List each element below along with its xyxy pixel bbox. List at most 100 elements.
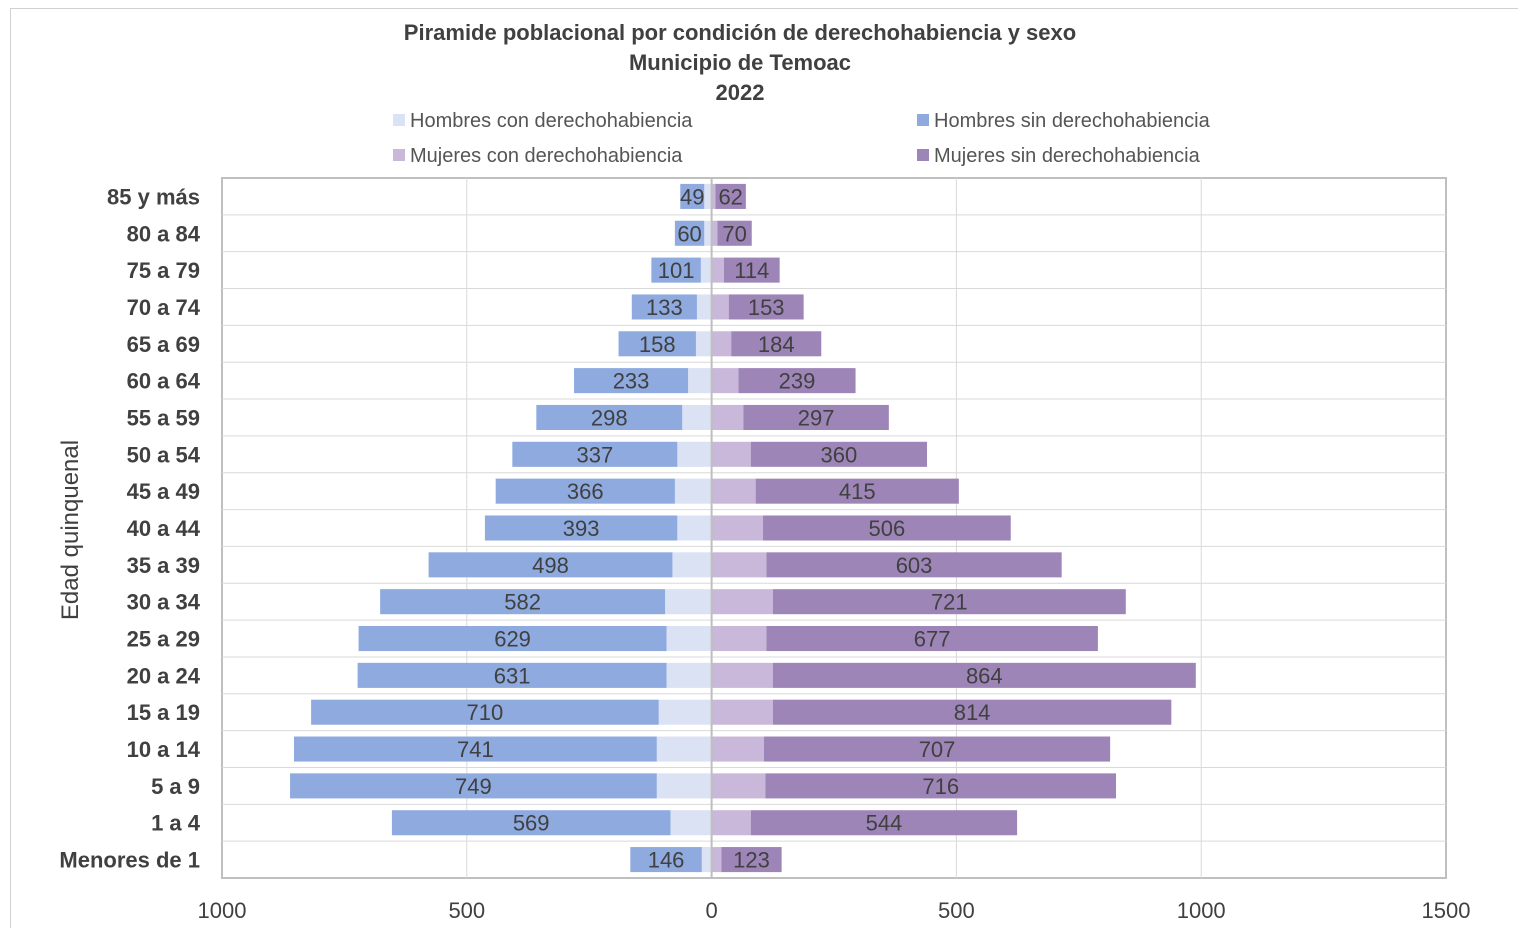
bar-hombres-sin bbox=[290, 773, 657, 799]
bar-hombres-sin bbox=[574, 368, 689, 394]
data-label-hombres-sin: 298 bbox=[591, 405, 628, 430]
data-label-mujeres-sin: 603 bbox=[896, 553, 933, 578]
legend-swatch bbox=[917, 149, 929, 161]
bar-hombres-sin bbox=[358, 626, 667, 652]
chart-legend: Hombres con derechohabiencia Hombres sin … bbox=[393, 110, 1211, 167]
bar-mujeres-sin bbox=[765, 773, 1117, 799]
bar-hombres-con bbox=[704, 220, 712, 246]
bar-mujeres-sin bbox=[772, 699, 1172, 725]
bar-mujeres-sin bbox=[763, 515, 1011, 541]
bar-mujeres-sin bbox=[738, 368, 856, 394]
data-label-hombres-sin: 631 bbox=[494, 663, 531, 688]
category-label: 75 a 79 bbox=[127, 258, 200, 283]
bar-hombres-con bbox=[674, 478, 712, 504]
bar-mujeres-sin bbox=[766, 552, 1062, 578]
bar-hombres-con bbox=[688, 368, 712, 394]
bar-hombres-con bbox=[696, 294, 712, 320]
bar-mujeres-con bbox=[711, 294, 729, 320]
plot-area: 49 62 85 y más 60 70 80 a 84 101 114 75 a 79 133 1… bbox=[59, 177, 1470, 923]
bar-mujeres-con bbox=[711, 773, 766, 799]
bar-mujeres-sin bbox=[723, 257, 780, 283]
category-label: 15 a 19 bbox=[127, 700, 200, 725]
data-label-mujeres-sin: 114 bbox=[734, 258, 769, 283]
bar-mujeres-sin bbox=[772, 589, 1126, 615]
bar-hombres-sin bbox=[512, 441, 678, 467]
data-label-mujeres-sin: 415 bbox=[839, 479, 876, 504]
category-label: 20 a 24 bbox=[127, 663, 201, 688]
bar-mujeres-con bbox=[711, 626, 767, 652]
bar-mujeres-sin bbox=[750, 441, 928, 467]
chart-title: Piramide poblacional por condición de de… bbox=[404, 20, 1076, 105]
data-label-mujeres-sin: 239 bbox=[779, 369, 816, 394]
bar-hombres-con bbox=[656, 736, 712, 762]
bar-hombres-sin bbox=[536, 404, 683, 430]
bar-hombres-con bbox=[700, 257, 712, 283]
bar-hombres-con bbox=[666, 626, 712, 652]
bar-hombres-sin bbox=[293, 736, 657, 762]
data-label-hombres-sin: 393 bbox=[563, 516, 600, 541]
bar-hombres-con bbox=[665, 589, 712, 615]
bar-hombres-sin bbox=[674, 220, 705, 246]
bar-hombres-sin bbox=[680, 183, 705, 209]
category-label: 10 a 14 bbox=[127, 737, 201, 762]
bar-mujeres-con bbox=[711, 368, 739, 394]
category-label: 1 a 4 bbox=[151, 811, 201, 836]
data-label-hombres-sin: 133 bbox=[646, 295, 683, 320]
bar-mujeres-sin bbox=[728, 294, 804, 320]
category-label: 55 a 59 bbox=[127, 405, 200, 430]
bar-mujeres-sin bbox=[743, 404, 889, 430]
bar-hombres-sin bbox=[380, 589, 666, 615]
bar-hombres-sin bbox=[618, 331, 696, 357]
bar-mujeres-con bbox=[711, 478, 756, 504]
bar-hombres-sin bbox=[495, 478, 675, 504]
bar-hombres-con bbox=[682, 404, 712, 430]
bar-hombres-sin bbox=[484, 515, 678, 541]
bar-mujeres-con bbox=[711, 662, 773, 688]
data-label-mujeres-sin: 506 bbox=[869, 516, 906, 541]
bar-mujeres-sin bbox=[721, 847, 782, 873]
x-tick-label: 500 bbox=[448, 898, 485, 923]
x-tick-label: 500 bbox=[938, 898, 975, 923]
bar-mujeres-con bbox=[711, 515, 764, 541]
bar-hombres-con bbox=[658, 699, 712, 725]
bar-mujeres-con bbox=[711, 331, 732, 357]
data-label-hombres-sin: 366 bbox=[567, 479, 604, 504]
bar-mujeres-con bbox=[711, 220, 718, 246]
category-label: 40 a 44 bbox=[127, 516, 201, 541]
category-label: 60 a 64 bbox=[127, 369, 201, 394]
category-label: 70 a 74 bbox=[127, 295, 201, 320]
data-label-hombres-sin: 146 bbox=[648, 848, 685, 873]
bar-mujeres-sin bbox=[717, 220, 752, 246]
bar-mujeres-con bbox=[711, 736, 764, 762]
data-label-mujeres-sin: 864 bbox=[966, 663, 1003, 688]
bar-hombres-con bbox=[672, 552, 712, 578]
bar-hombres-con bbox=[677, 515, 712, 541]
bar-mujeres-con bbox=[711, 699, 773, 725]
legend-label: Mujeres sin derechohabiencia bbox=[934, 145, 1201, 167]
data-label-mujeres-sin: 716 bbox=[922, 774, 959, 799]
chart-title-line-1: Piramide poblacional por condición de de… bbox=[404, 20, 1076, 45]
category-label: 80 a 84 bbox=[127, 221, 201, 246]
bar-hombres-con bbox=[670, 810, 712, 836]
bar-mujeres-sin bbox=[755, 478, 959, 504]
data-label-mujeres-sin: 70 bbox=[722, 221, 746, 246]
chart-frame bbox=[10, 8, 1518, 928]
bar-mujeres-sin bbox=[766, 626, 1098, 652]
bar-mujeres-sin bbox=[715, 183, 746, 209]
bar-mujeres-con bbox=[711, 552, 767, 578]
bar-mujeres-con bbox=[711, 810, 751, 836]
chart-title-line-3: 2022 bbox=[716, 80, 765, 105]
bar-mujeres-con bbox=[711, 183, 716, 209]
legend-swatch bbox=[917, 114, 929, 126]
data-label-hombres-sin: 337 bbox=[576, 442, 613, 467]
data-label-hombres-sin: 582 bbox=[504, 590, 541, 615]
bar-mujeres-con bbox=[711, 404, 744, 430]
bar-hombres-sin bbox=[357, 662, 667, 688]
bar-hombres-con bbox=[656, 773, 712, 799]
category-label: 45 a 49 bbox=[127, 479, 200, 504]
data-label-mujeres-sin: 707 bbox=[919, 737, 956, 762]
data-label-hombres-sin: 710 bbox=[467, 700, 504, 725]
data-label-mujeres-sin: 677 bbox=[914, 627, 951, 652]
bar-mujeres-sin bbox=[763, 736, 1111, 762]
